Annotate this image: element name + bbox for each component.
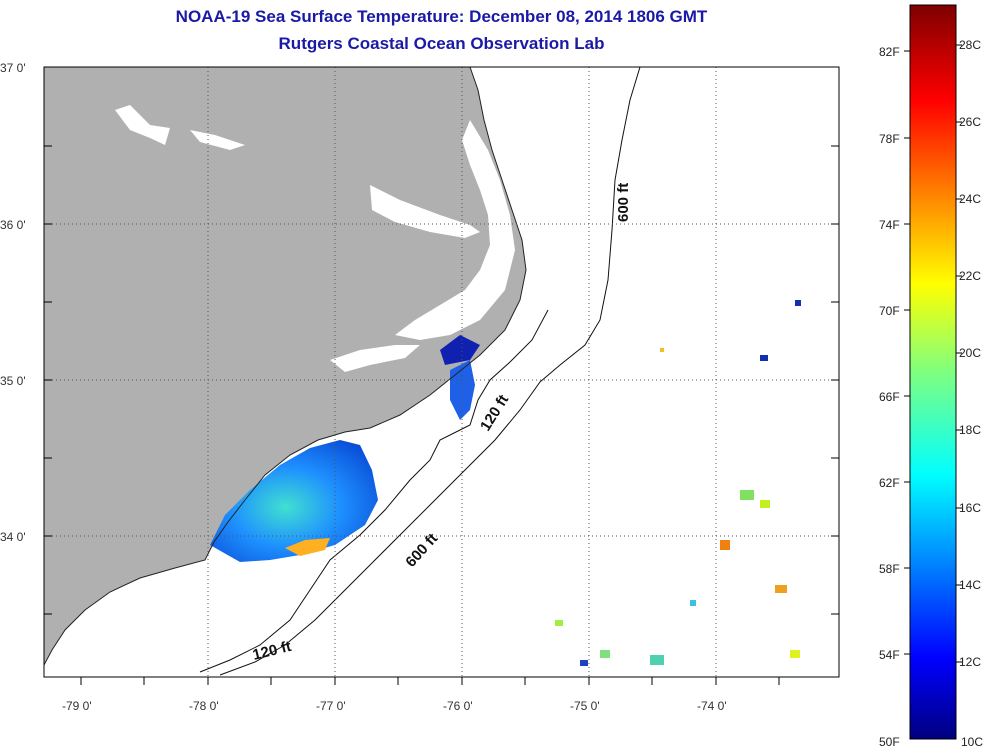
cb-c-20: 20C: [959, 346, 981, 360]
cb-c-24: 24C: [959, 192, 981, 206]
lon-label-75: -75 0': [570, 699, 600, 713]
cb-c-26: 26C: [959, 115, 981, 129]
contour-120ft: [199, 309, 549, 673]
lat-label-34: 34 0': [0, 530, 26, 544]
cb-f-66: 66F: [879, 390, 900, 404]
pamlico-sound: [395, 120, 515, 340]
contour-label-600-north: 600 ft: [615, 183, 632, 222]
coastline: [44, 67, 527, 666]
lon-label-77: -77 0': [316, 699, 346, 713]
sst-patch-onslow-bay: [210, 440, 378, 562]
cb-c-28: 28C: [959, 38, 981, 52]
cb-c-16: 16C: [959, 501, 981, 515]
cb-c-10: 10C: [961, 735, 983, 749]
cb-f-50: 50F: [879, 735, 900, 749]
cb-f-74: 74F: [879, 218, 900, 232]
lon-label-74: -74 0': [697, 699, 727, 713]
lat-label-36: 36 0': [0, 218, 26, 232]
cb-f-54: 54F: [879, 648, 900, 662]
inland-lake-2: [190, 130, 245, 150]
cb-c-14: 14C: [959, 578, 981, 592]
lon-label-78: -78 0': [189, 699, 219, 713]
cb-f-78: 78F: [879, 132, 900, 146]
sst-patch-pamlico-dark: [440, 335, 480, 365]
cb-c-12: 12C: [959, 655, 981, 669]
cb-f-82: 82F: [879, 45, 900, 59]
cb-f-70: 70F: [879, 304, 900, 318]
colorbar: [909, 4, 957, 740]
colorbar-ticks: [904, 44, 962, 663]
sst-scattered-pixels: [555, 300, 801, 666]
map-frame: [43, 66, 840, 678]
lat-label-35: 35 0': [0, 374, 26, 388]
neuse-river: [330, 345, 420, 372]
albemarle-sound: [370, 185, 480, 238]
sst-patch-raleigh-bay: [450, 360, 475, 420]
cb-c-22: 22C: [959, 269, 981, 283]
map-title: NOAA-19 Sea Surface Temperature: Decembe…: [175, 7, 708, 26]
graticule: [44, 67, 839, 677]
map-subtitle: Rutgers Coastal Ocean Observation Lab: [278, 34, 605, 53]
sst-warm-band: [285, 538, 330, 556]
axis-ticks: [44, 145, 839, 685]
contour-600ft: [219, 67, 641, 676]
lon-label-79: -79 0': [62, 699, 92, 713]
lat-label-37: 37 0': [0, 61, 26, 75]
inland-lake: [115, 105, 170, 145]
lon-label-76: -76 0': [443, 699, 473, 713]
cb-f-58: 58F: [879, 562, 900, 576]
cb-c-18: 18C: [959, 423, 981, 437]
cb-f-62: 62F: [879, 476, 900, 490]
